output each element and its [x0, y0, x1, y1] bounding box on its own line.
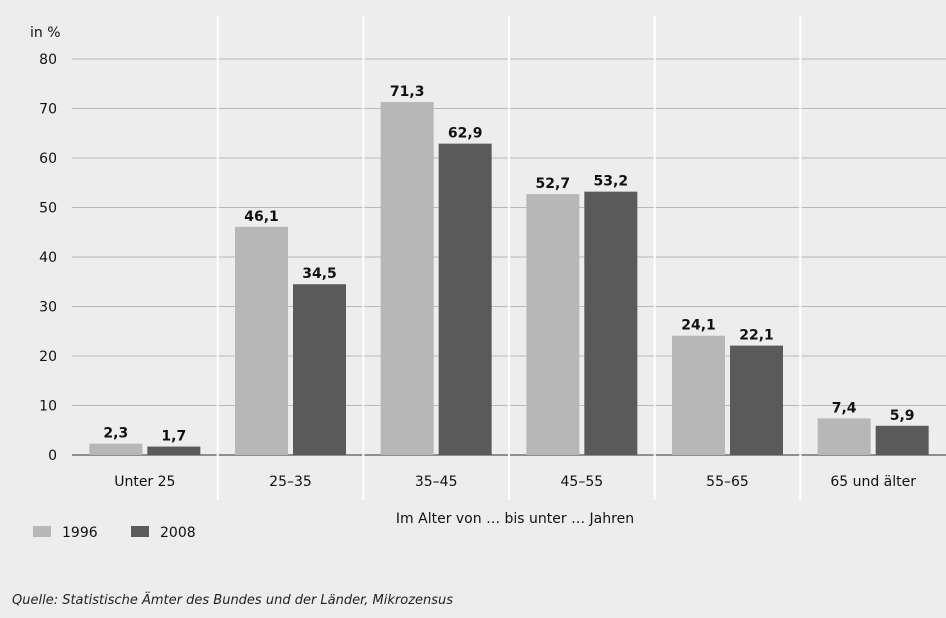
bar-1996	[526, 194, 580, 455]
data-label: 34,5	[302, 266, 337, 282]
data-label: 62,9	[448, 126, 483, 142]
y-tick-label: 70	[39, 102, 57, 118]
y-tick-label: 10	[39, 399, 57, 415]
bar-2008	[438, 143, 492, 455]
y-tick-label: 50	[39, 201, 57, 217]
bar-2008	[293, 284, 346, 455]
data-label: 52,7	[536, 176, 571, 192]
x-tick-label: 65 und älter	[830, 474, 916, 490]
source-note: Quelle: Statistische Ämter des Bundes un…	[12, 593, 454, 608]
data-label: 2,3	[103, 426, 128, 442]
x-tick-label: 25–35	[269, 474, 312, 490]
data-label: 22,1	[739, 328, 774, 344]
bar-1996	[672, 335, 725, 455]
data-label: 71,3	[390, 84, 425, 100]
data-label: 53,2	[594, 174, 629, 190]
y-tick-label: 30	[39, 300, 57, 316]
y-tick-label: 0	[48, 448, 57, 464]
legend-label: 1996	[62, 525, 98, 541]
data-label: 7,4	[832, 400, 857, 416]
bar-chart: in % 0 10 20 30 40 50 60 70 80 2,3 1,7 46,1 34,5 71,…	[30, 16, 946, 541]
y-tick-label: 20	[39, 349, 57, 365]
data-label: 5,9	[890, 408, 915, 424]
x-tick-label: 45–55	[561, 474, 604, 490]
y-unit-label: in %	[30, 25, 61, 41]
x-tick-label: 35–45	[415, 474, 458, 490]
x-tick-label: Unter 25	[114, 474, 175, 490]
x-axis-title: Im Alter von … bis unter … Jahren	[396, 511, 634, 527]
bar-1996	[89, 443, 143, 455]
y-tick-label: 60	[39, 151, 57, 167]
data-label: 1,7	[161, 429, 186, 445]
bar-2008	[147, 446, 201, 455]
legend-swatch-2008	[131, 526, 149, 537]
bar-2008	[730, 345, 783, 455]
bar-2008	[875, 425, 929, 455]
bar-1996	[380, 102, 434, 455]
bar-1996	[235, 226, 288, 455]
bar-2008	[584, 191, 638, 455]
data-label: 24,1	[681, 318, 716, 334]
x-tick-label: 55–65	[706, 474, 749, 490]
legend-swatch-1996	[33, 526, 51, 537]
y-tick-label: 40	[39, 250, 57, 266]
bar-1996	[817, 418, 871, 455]
y-tick-label: 80	[39, 52, 57, 68]
data-label: 46,1	[244, 209, 279, 225]
legend-label: 2008	[160, 525, 196, 541]
